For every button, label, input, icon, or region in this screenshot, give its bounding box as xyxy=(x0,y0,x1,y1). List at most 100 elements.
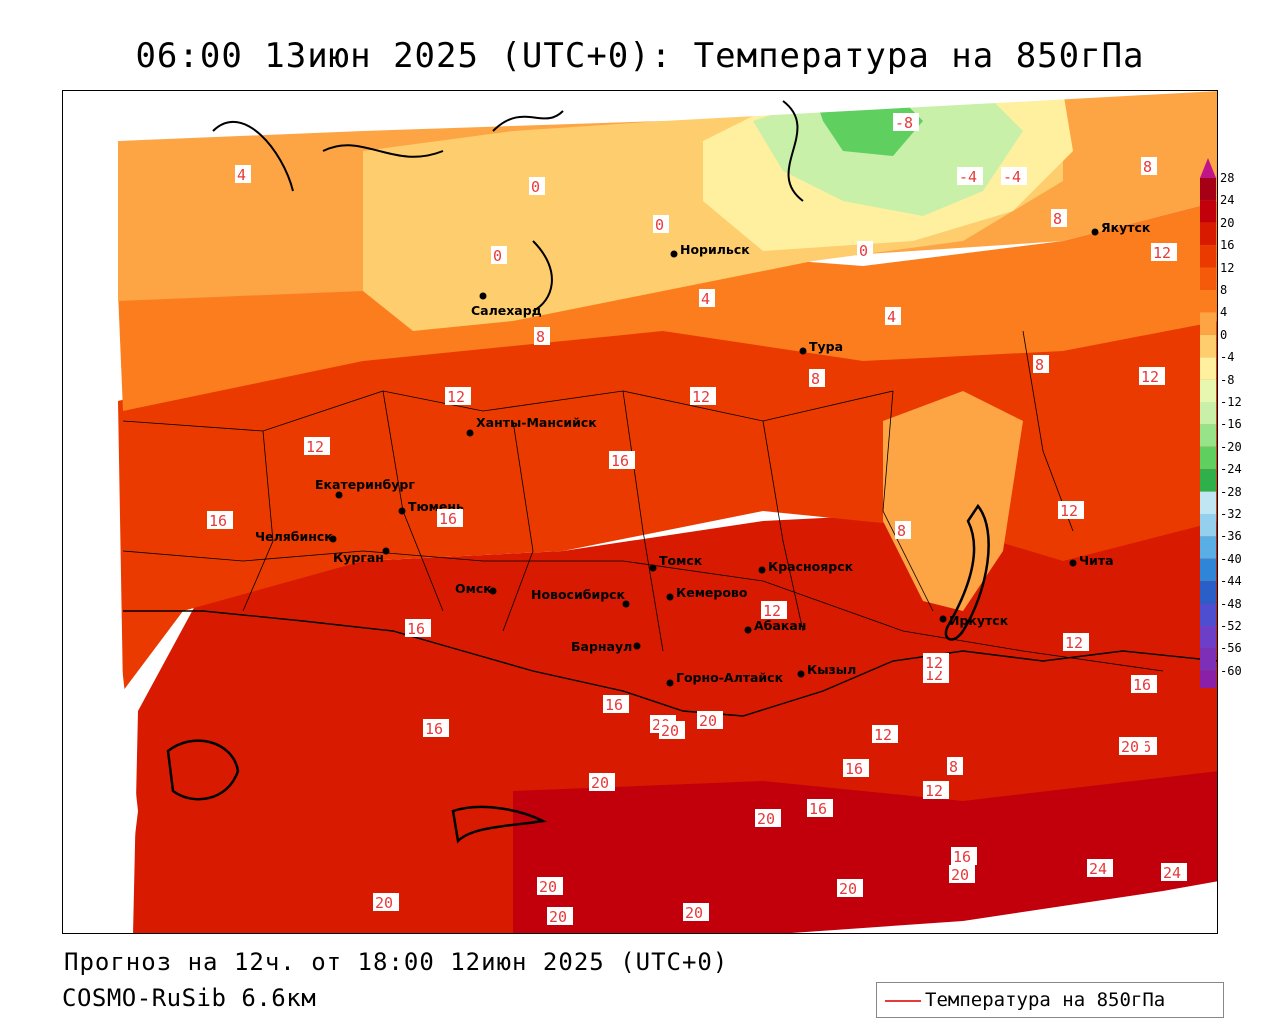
scale-tick-label: -24 xyxy=(1220,462,1242,477)
city-krasnoyarsk: Красноярск xyxy=(758,559,854,574)
svg-text:16: 16 xyxy=(209,512,227,530)
svg-text:Челябинск: Челябинск xyxy=(255,529,333,544)
city-barnaul: Барнаул xyxy=(571,639,641,654)
svg-text:4: 4 xyxy=(887,308,896,326)
scale-tick-label: -12 xyxy=(1220,395,1242,409)
svg-text:16: 16 xyxy=(407,620,425,638)
scale-swatch xyxy=(1200,222,1216,246)
scale-tick-label: 12 xyxy=(1220,260,1235,275)
scale-swatch xyxy=(1200,379,1216,402)
city-kurgan: Курган xyxy=(333,547,390,565)
band-south-dark xyxy=(513,771,1217,933)
scale-tick-label: 4 xyxy=(1220,305,1228,320)
svg-text:16: 16 xyxy=(439,510,457,528)
scale-tick-label: 20 xyxy=(1220,215,1235,230)
svg-text:8: 8 xyxy=(897,522,906,540)
svg-text:Иркутск: Иркутск xyxy=(949,613,1009,628)
scale-tick-label: -40 xyxy=(1220,551,1242,566)
scale-swatch xyxy=(1200,603,1216,626)
svg-text:0: 0 xyxy=(531,178,540,196)
svg-text:Тура: Тура xyxy=(809,339,843,354)
svg-text:4: 4 xyxy=(237,166,246,184)
svg-text:Екатеринбург: Екатеринбург xyxy=(315,477,415,492)
scale-tick-label: 28 xyxy=(1220,171,1235,185)
svg-text:Омск: Омск xyxy=(455,581,492,596)
svg-text:16: 16 xyxy=(1133,676,1151,694)
scale-tick-label: -4 xyxy=(1220,350,1235,365)
scale-swatch xyxy=(1200,581,1216,604)
coastline xyxy=(212,100,804,312)
temperature-map: Норильск Якутск Салехард Тура Ханты-Манс… xyxy=(62,90,1218,934)
city-irkutsk: Иркутск xyxy=(939,613,1009,628)
svg-text:-8: -8 xyxy=(895,114,913,132)
svg-text:12: 12 xyxy=(692,388,710,406)
scale-swatch xyxy=(1200,648,1216,671)
svg-text:12: 12 xyxy=(306,438,324,456)
scale-tick-label: -52 xyxy=(1220,619,1242,633)
svg-text:-4: -4 xyxy=(1003,168,1021,186)
model-name: COSMO-RuSib 6.6км xyxy=(62,984,317,1012)
scale-tick-label: 0 xyxy=(1220,327,1228,342)
svg-text:12: 12 xyxy=(874,726,892,744)
svg-text:16: 16 xyxy=(845,760,863,778)
svg-text:Томск: Томск xyxy=(659,553,703,568)
city-norilsk: Норильск xyxy=(670,242,750,258)
svg-text:4: 4 xyxy=(701,290,710,308)
svg-text:12: 12 xyxy=(1060,502,1078,520)
scale-swatch xyxy=(1200,558,1216,582)
map-title: 06:00 13июн 2025 (UTC+0): Температура на… xyxy=(135,36,1145,76)
svg-text:Барнаул: Барнаул xyxy=(571,639,632,654)
svg-text:Кемерово: Кемерово xyxy=(676,585,748,600)
scale-swatch xyxy=(1200,200,1216,223)
outside-domain-left xyxy=(63,91,138,933)
legend-label: Температура на 850гПа xyxy=(925,989,1166,1011)
city-tura: Тура xyxy=(799,339,843,355)
scale-tick-label: -16 xyxy=(1220,417,1242,432)
scale-tick-label: -44 xyxy=(1220,574,1242,589)
svg-text:20: 20 xyxy=(591,774,609,792)
scale-swatch xyxy=(1200,334,1216,358)
svg-text:20: 20 xyxy=(951,866,969,884)
scale-swatch xyxy=(1200,178,1216,201)
city-gorno-altaysk: Горно-Алтайск xyxy=(666,670,784,687)
svg-text:-4: -4 xyxy=(959,168,977,186)
svg-text:Якутск: Якутск xyxy=(1101,220,1151,235)
scale-tick-label: -60 xyxy=(1220,663,1242,678)
city-salekhard: Салехард xyxy=(471,292,542,318)
svg-text:Курган: Курган xyxy=(333,550,384,565)
svg-text:8: 8 xyxy=(536,328,545,346)
city-yekaterinburg: Екатеринбург xyxy=(315,477,415,499)
color-scale-svg xyxy=(1200,158,1216,706)
svg-text:16: 16 xyxy=(425,720,443,738)
scale-tick-label: -20 xyxy=(1220,439,1242,454)
svg-text:Новосибирск: Новосибирск xyxy=(531,587,626,602)
scale-swatch xyxy=(1200,514,1216,537)
balkhash-shore xyxy=(451,805,548,844)
svg-text:8: 8 xyxy=(1143,158,1152,176)
legend-box: Температура на 850гПа xyxy=(876,982,1224,1018)
scale-swatch xyxy=(1200,469,1216,492)
svg-text:16: 16 xyxy=(953,848,971,866)
scale-swatch xyxy=(1200,424,1216,447)
scale-swatch xyxy=(1200,312,1216,335)
scale-tick-label: -36 xyxy=(1220,529,1242,544)
svg-text:12: 12 xyxy=(1065,634,1083,652)
city-yakutsk: Якутск xyxy=(1091,220,1151,236)
svg-text:8: 8 xyxy=(1035,356,1044,374)
scale-tick-label: 8 xyxy=(1220,283,1228,297)
city-abakan: Абакан xyxy=(744,618,806,634)
issykkul-shore xyxy=(166,739,240,801)
svg-text:20: 20 xyxy=(549,908,567,926)
svg-text:Салехард: Салехард xyxy=(471,303,542,318)
scale-tick-label: -28 xyxy=(1220,484,1242,499)
isotherm-labels: 4 0 0 0 -8 -4 -4 8 0 4 12 4 8 8 8 12 12 … xyxy=(207,113,1187,926)
svg-text:0: 0 xyxy=(655,216,664,234)
scale-tick-label: 16 xyxy=(1220,238,1235,253)
scale-swatch xyxy=(1200,267,1216,290)
svg-text:16: 16 xyxy=(605,696,623,714)
scale-swatch xyxy=(1200,402,1216,425)
scale-tick-label: 24 xyxy=(1220,193,1235,208)
svg-text:Горно-Алтайск: Горно-Алтайск xyxy=(676,670,784,685)
svg-text:12: 12 xyxy=(763,602,781,620)
svg-text:20: 20 xyxy=(1121,738,1139,756)
